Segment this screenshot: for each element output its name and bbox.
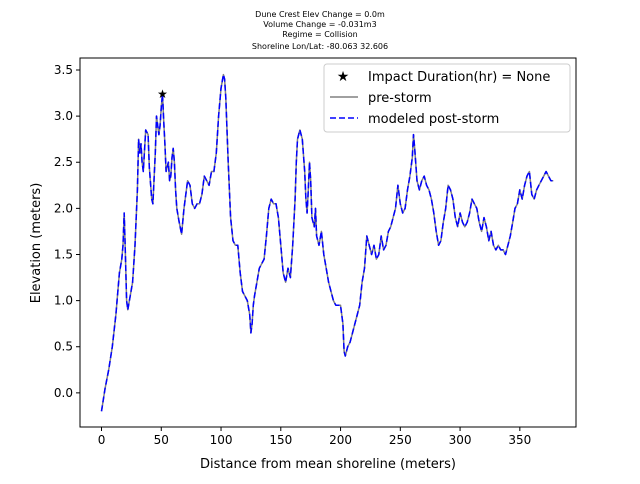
y-tick-label: 2.5 <box>54 155 73 169</box>
y-tick-label: 1.0 <box>54 294 73 308</box>
legend-label-post-storm: modeled post-storm <box>368 112 499 127</box>
legend-label-pre-storm: pre-storm <box>368 91 432 106</box>
x-tick-label: 100 <box>210 433 233 447</box>
x-tick-label: 250 <box>389 433 412 447</box>
x-axis-ticks: 0 50 100 150 200 250 300 350 <box>98 427 531 447</box>
x-tick-label: 300 <box>449 433 472 447</box>
y-tick-label: 0.0 <box>54 386 73 400</box>
x-tick-label: 0 <box>98 433 106 447</box>
series-layer <box>100 73 554 412</box>
impact-star-marker: ★ <box>157 87 168 101</box>
x-tick-label: 200 <box>329 433 352 447</box>
chart-title: Dune Crest Elev Change = 0.0m Volume Cha… <box>252 10 388 51</box>
y-axis-label: Elevation (meters) <box>29 183 44 304</box>
legend-star-icon: ★ <box>337 69 350 85</box>
series-line-post-storm <box>100 73 554 412</box>
x-tick-label: 150 <box>269 433 292 447</box>
title-line-volume: Volume Change = -0.031m3 <box>263 20 376 29</box>
plot-frame <box>79 57 577 428</box>
y-tick-label: 3.5 <box>54 63 73 77</box>
y-axis-ticks: 0.0 0.5 1.0 1.5 2.0 2.5 3.0 3.5 <box>54 63 80 400</box>
legend: ★ Impact Duration(hr) = None pre-storm m… <box>323 63 571 133</box>
y-tick-label: 0.5 <box>54 340 73 354</box>
x-tick-label: 50 <box>154 433 169 447</box>
title-line-regime: Regime = Collision <box>282 30 357 39</box>
title-line-elev: Dune Crest Elev Change = 0.0m <box>255 10 385 19</box>
y-tick-label: 3.0 <box>54 109 73 123</box>
y-tick-label: 2.0 <box>54 201 73 215</box>
marker-layer: ★ <box>157 87 168 101</box>
title-line-location: Shoreline Lon/Lat: -80.063 32.606 <box>252 42 388 51</box>
legend-label-impact: Impact Duration(hr) = None <box>368 70 550 85</box>
x-axis-label: Distance from mean shoreline (meters) <box>200 457 456 472</box>
x-tick-label: 350 <box>508 433 531 447</box>
legend-box <box>323 63 571 133</box>
y-tick-label: 1.5 <box>54 247 73 261</box>
